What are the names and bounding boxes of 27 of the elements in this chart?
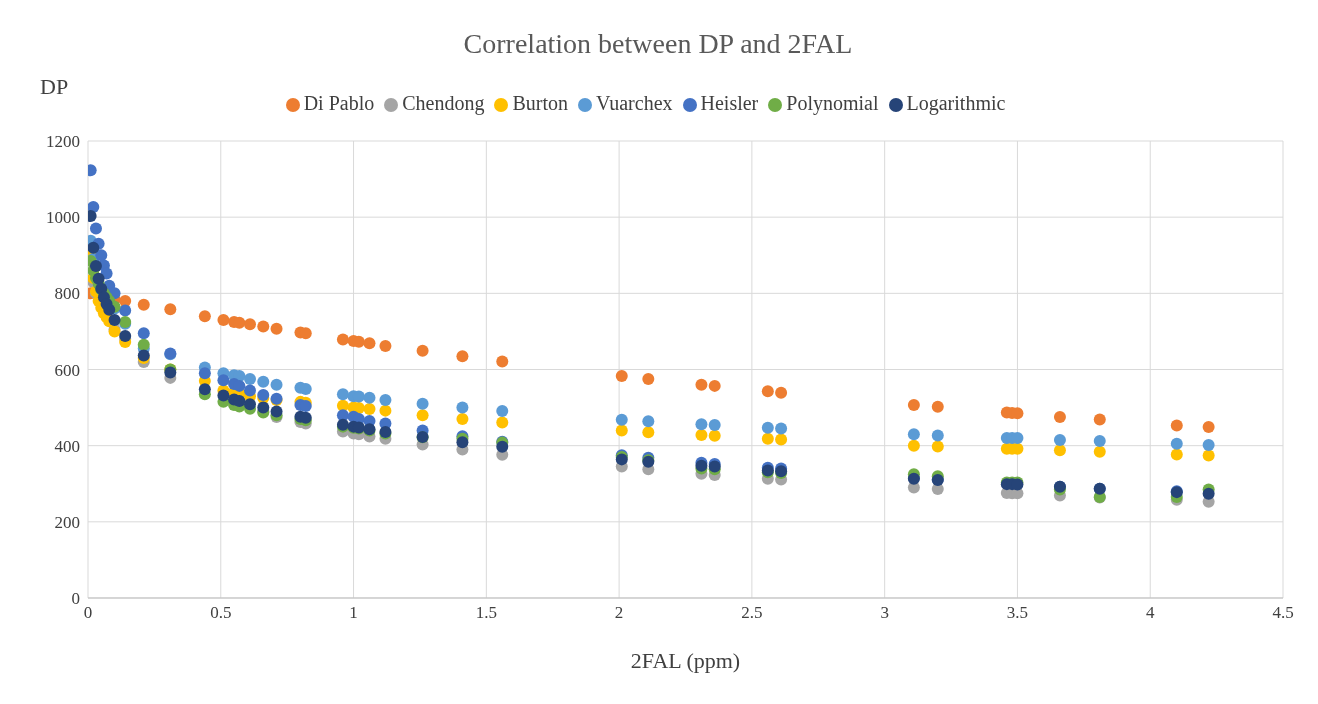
x-tick-label: 1.5 <box>475 603 497 623</box>
x-tick-label: 4.5 <box>1272 603 1294 623</box>
x-tick-label: 3.5 <box>1006 603 1029 623</box>
legend-label: Polynomial <box>786 92 879 114</box>
x-tick-label: 3 <box>880 603 889 623</box>
y-tick-label: 800 <box>54 284 80 304</box>
x-tick-label: 0.5 <box>210 603 232 623</box>
legend-label: Burton <box>512 92 568 114</box>
x-tick-label: 2.5 <box>741 603 763 623</box>
y-tick-label: 200 <box>54 512 80 532</box>
legend-label: Vuarchex <box>595 92 673 114</box>
legend-label: Di Pablo <box>303 92 375 114</box>
chart-title: Correlation between DP and 2FAL <box>462 28 854 60</box>
y-axis-title: DP <box>40 74 69 100</box>
y-tick-label: 400 <box>54 436 80 456</box>
y-tick-label: 600 <box>54 360 80 380</box>
y-tick-label: 1200 <box>46 132 80 152</box>
x-tick-label: 2 <box>614 603 624 623</box>
x-tick-label: 1 <box>349 603 358 623</box>
legend-label: Chendong <box>402 92 485 114</box>
legend-label: Logarithmic <box>906 92 1006 114</box>
x-tick-label: 4 <box>1145 603 1155 623</box>
y-tick-label: 1000 <box>46 208 80 228</box>
y-tick-label: 0 <box>71 589 80 609</box>
x-tick-label: 0 <box>83 603 93 623</box>
x-axis-title: 2FAL (ppm) <box>630 648 741 673</box>
legend-label: Heisler <box>700 92 759 114</box>
